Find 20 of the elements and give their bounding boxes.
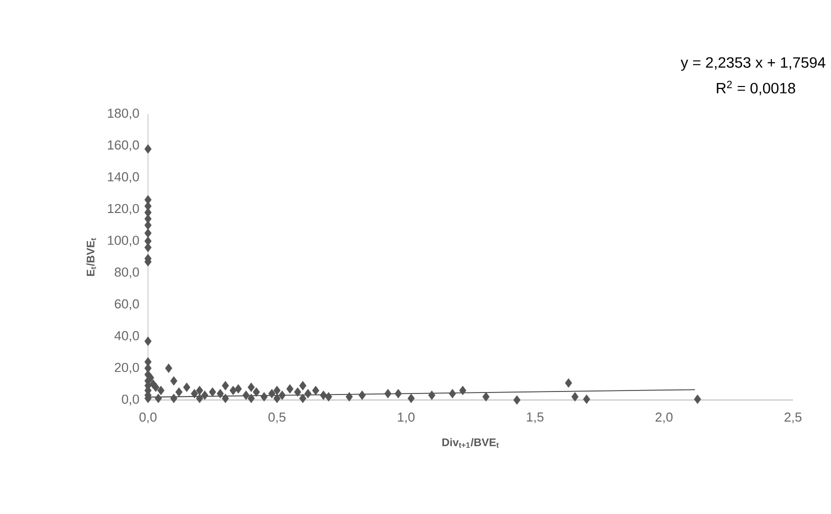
x-tick-label: 2,0 bbox=[656, 412, 673, 424]
x-tick-label: 0,0 bbox=[139, 412, 157, 424]
text: y = 2,2353 x + 1,7594 bbox=[680, 57, 826, 71]
y-tick-label: 80,0 bbox=[114, 268, 139, 278]
y-tick-label: 180,0 bbox=[108, 108, 139, 120]
y-tick-label: 40,0 bbox=[114, 331, 139, 342]
y-tick-label: 60,0 bbox=[114, 299, 139, 310]
x-tick-label: 1,5 bbox=[526, 412, 544, 424]
y-tick-label: 100,0 bbox=[108, 236, 139, 246]
text: R$^{2}$ = 0,0018 bbox=[716, 80, 796, 96]
x-tick-label: 2,5 bbox=[784, 412, 802, 424]
x-tick-label: 1,0 bbox=[398, 412, 415, 424]
y-tick-label: 120,0 bbox=[108, 204, 139, 215]
y-tick-label: 0,0 bbox=[122, 394, 139, 406]
y-tick-label: 140,0 bbox=[108, 172, 139, 183]
x-axis-title: Div$_{t+1}$/BVE$_{t}$ bbox=[442, 438, 499, 448]
y-tick-label: 160,0 bbox=[108, 140, 139, 152]
x-tick-label: 0,5 bbox=[268, 412, 286, 424]
y-tick-label: 20,0 bbox=[114, 362, 139, 374]
y-axis-title: E$_{t}$/BVE$_{t}$ bbox=[86, 238, 96, 276]
